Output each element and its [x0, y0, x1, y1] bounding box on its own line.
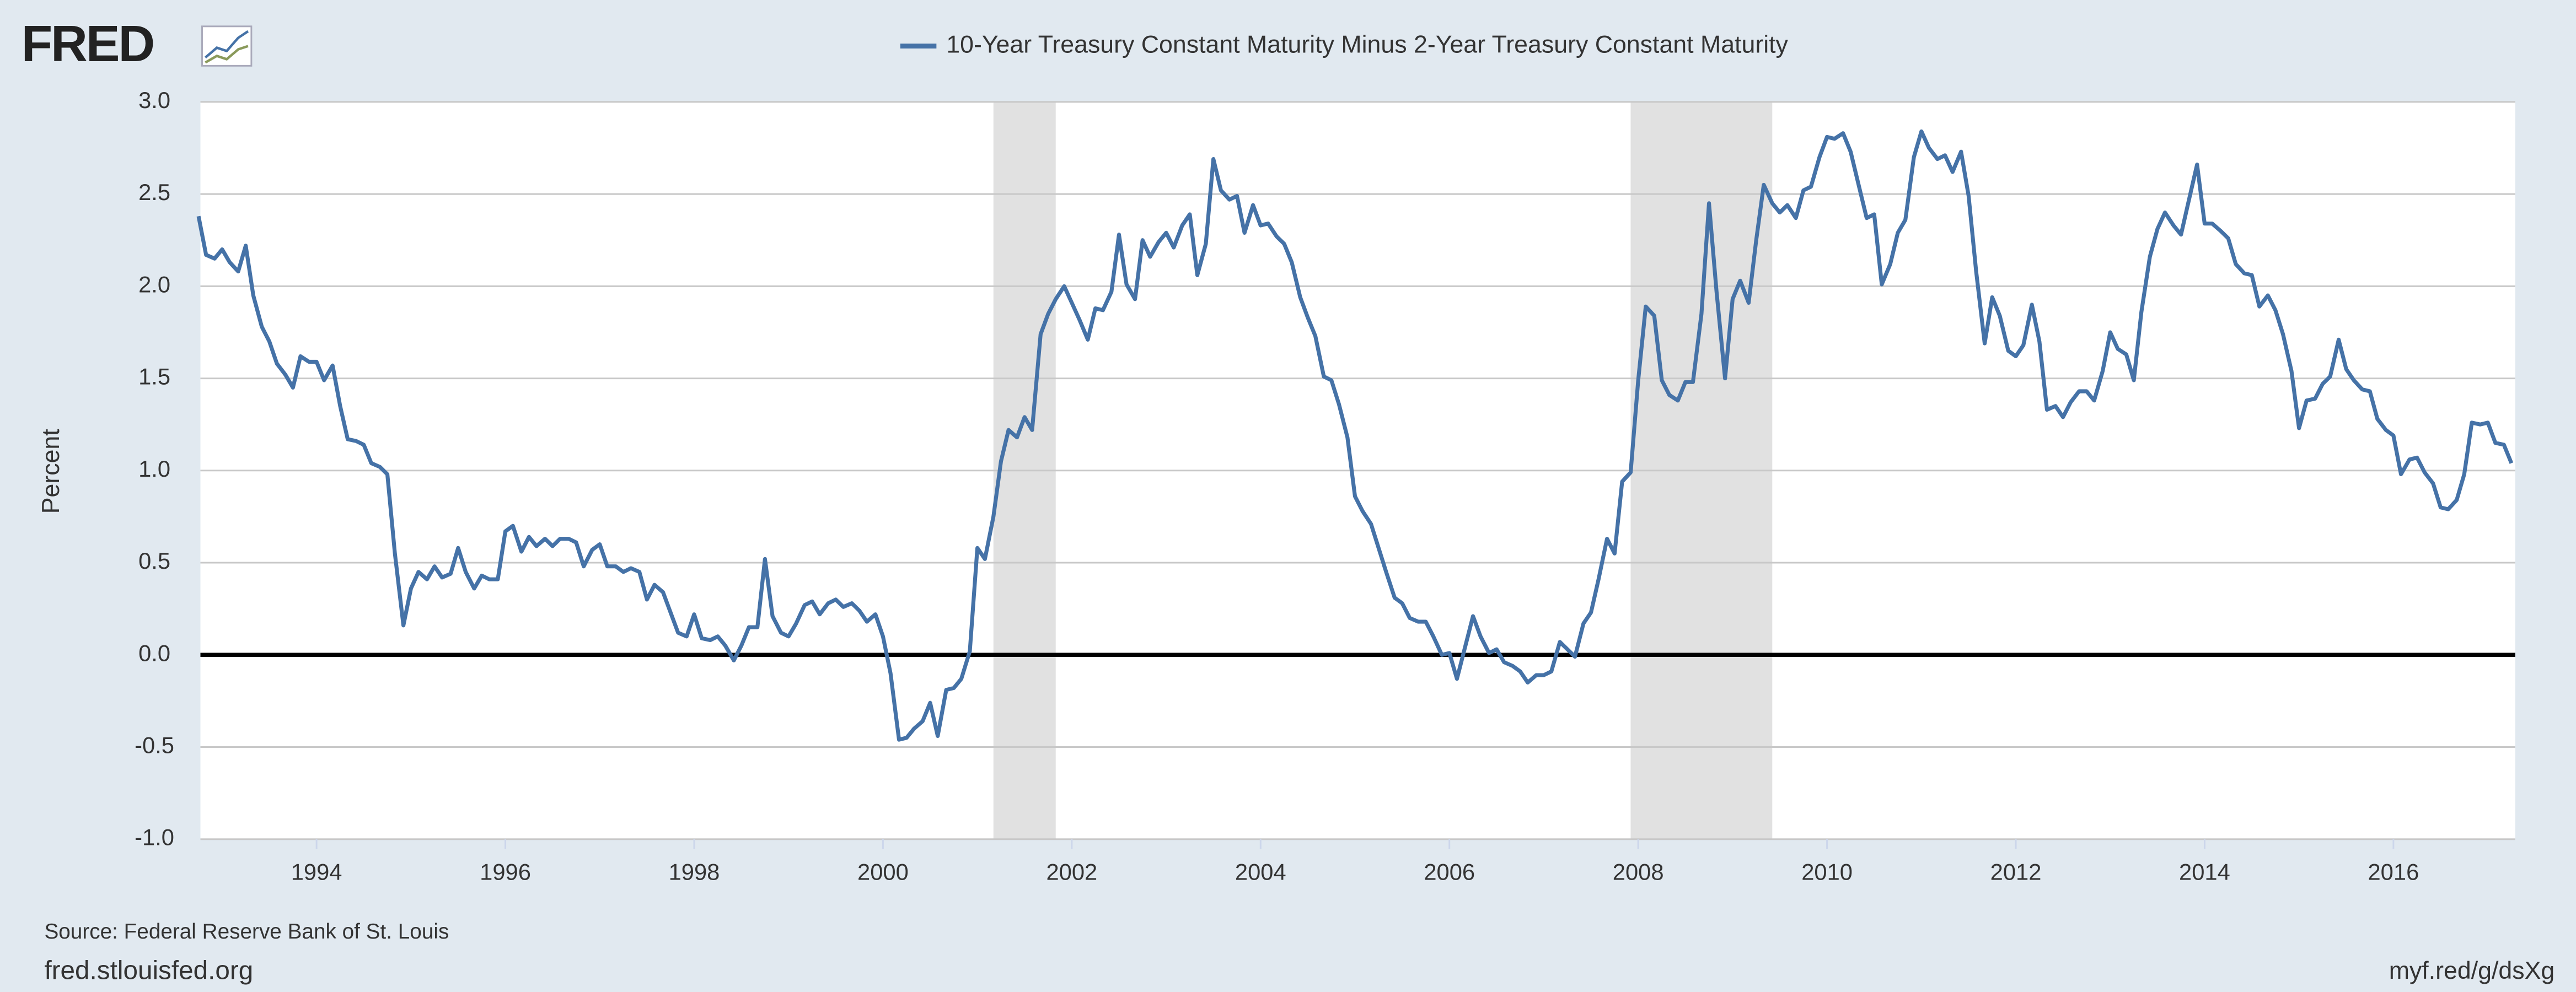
x-tick-label: 2000	[857, 859, 909, 885]
x-tick-label: 1996	[480, 859, 531, 885]
brand-logo[interactable]: FRED	[22, 15, 155, 72]
x-tick-label: 2006	[1424, 859, 1475, 885]
y-tick-label: 3.0	[138, 87, 170, 113]
y-tick-label: -0.5	[135, 732, 174, 758]
y-tick-label: 1.5	[138, 364, 170, 390]
short-link[interactable]: myf.red/g/dsXg	[2389, 957, 2555, 984]
x-tick-label: 2004	[1235, 859, 1286, 885]
legend-entry: 10-Year Treasury Constant Maturity Minus…	[946, 31, 1788, 58]
plot-layer: -1.0 -0.5 0.0 0.5 1.0 1.5 2.0 2.5 3.0 1994 1996 199…	[135, 87, 2515, 885]
x-tick-label: 2014	[2179, 859, 2230, 885]
y-tick-label: 2.5	[138, 179, 170, 205]
y-tick-label: 0.5	[138, 548, 170, 574]
data-line	[196, 129, 2514, 742]
x-tick-label: 2016	[2368, 859, 2419, 885]
site-link[interactable]: fred.stlouisfed.org	[44, 956, 253, 985]
y-tick-label: 1.0	[138, 456, 170, 482]
y-tick-label: -1.0	[135, 824, 174, 850]
x-tick-label: 2010	[1801, 859, 1853, 885]
x-tick-label: 2008	[1613, 859, 1664, 885]
x-tick-label: 2012	[1990, 859, 2042, 885]
y-tick-label: 0.0	[138, 640, 170, 666]
x-tick-label: 1998	[669, 859, 720, 885]
source-note: Source: Federal Reserve Bank of St. Loui…	[44, 920, 449, 944]
brand-icon	[201, 25, 253, 67]
x-tick-label: 1994	[291, 859, 342, 885]
x-tick-label: 2002	[1046, 859, 1097, 885]
y-axis-label: Percent	[37, 429, 65, 514]
y-tick-label: 2.0	[138, 271, 170, 297]
